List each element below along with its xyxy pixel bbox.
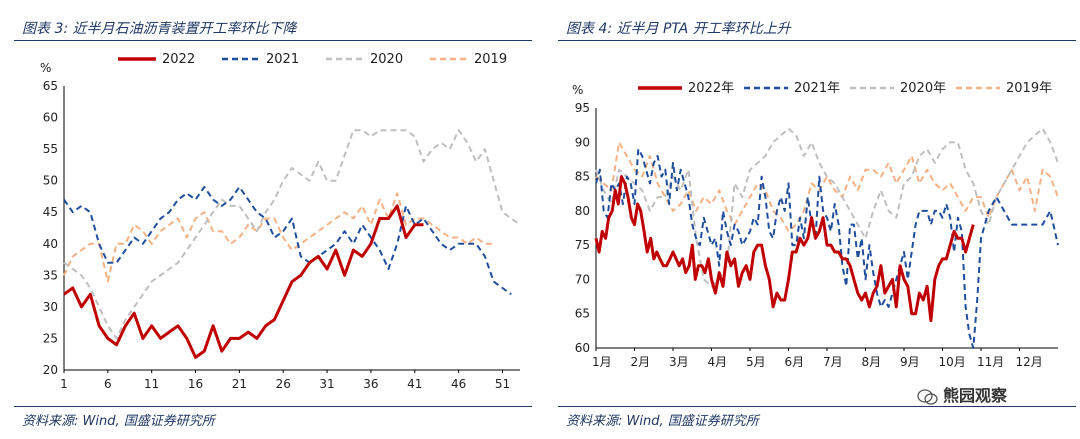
x-tick-label: 1 <box>60 377 68 391</box>
x-tick-label: 46 <box>451 377 466 391</box>
wechat-icon <box>917 388 938 405</box>
series-line-2020年 <box>595 127 1059 288</box>
pta-operating-rate-chart: % 60 65 70 75 80 85 90 95 1月 2月 3月 4月 5月 6月 7月 8月 9月 10月 11… <box>572 81 1059 369</box>
x-tick-label: 12月 <box>1016 355 1043 369</box>
series-line-2022 <box>63 204 424 359</box>
x-tick-label: 10月 <box>939 355 966 369</box>
legend-label: 2022年 <box>688 81 734 96</box>
series-line-2019年 <box>595 141 1059 233</box>
x-tick-label: 6月 <box>785 355 805 369</box>
watermark-text: 熊园观察 <box>943 386 1008 405</box>
y-tick-label: 50 <box>43 174 58 188</box>
x-tick-label: 41 <box>407 377 422 391</box>
x-tick-label: 2月 <box>631 355 651 369</box>
series-line-2021年 <box>595 148 1059 349</box>
chart-source: 资料来源: Wind, 国盛证券研究所 <box>566 414 759 429</box>
x-tick-label: 9月 <box>900 355 920 369</box>
legend-label: 2021 <box>266 52 299 67</box>
x-tick-label: 16 <box>188 377 203 391</box>
y-tick-label: 40 <box>43 237 58 251</box>
y-tick-label: 35 <box>43 268 58 282</box>
y-tick-label: 65 <box>43 79 58 93</box>
chart-source: 资料来源: Wind, 国盛证券研究所 <box>22 414 215 429</box>
y-tick-label: 30 <box>43 300 58 314</box>
x-tick-label: 8月 <box>862 355 882 369</box>
y-tick-label: 45 <box>43 205 58 219</box>
source-rule <box>14 406 532 407</box>
chart-title: 图表 4: 近半月 PTA 开工率环比上升 <box>566 21 791 37</box>
chart-panel-left: 图表 3: 近半月石油沥青装置开工率环比下降 % 20 25 30 35 40 45 50 55… <box>0 0 536 439</box>
x-tick-label: 31 <box>319 377 334 391</box>
y-tick-label: 90 <box>575 135 590 149</box>
y-tick-label: 55 <box>43 142 58 156</box>
x-tick-label: 7月 <box>823 355 843 369</box>
legend-label: 2021年 <box>794 81 840 96</box>
legend-label: 2020年 <box>900 81 946 96</box>
x-tick-label: 11月 <box>977 355 1004 369</box>
series-line-2022年 <box>594 175 975 323</box>
y-tick-label: 75 <box>575 238 590 252</box>
legend-label: 2020 <box>370 52 403 67</box>
series-line-2021 <box>63 186 512 296</box>
x-tick-label: 4月 <box>708 355 728 369</box>
y-tick-label: 80 <box>575 204 590 218</box>
watermark: 熊园观察 <box>917 382 1007 406</box>
y-tick-label: 65 <box>575 307 590 321</box>
x-tick-label: 6 <box>104 377 112 391</box>
x-tick-label: 5月 <box>746 355 766 369</box>
x-tick-label: 21 <box>232 377 247 391</box>
source-rule <box>558 406 1076 407</box>
legend-label: 2019年 <box>1006 81 1052 96</box>
x-tick-label: 26 <box>276 377 291 391</box>
legend-label: 2022 <box>162 52 195 67</box>
title-rule <box>558 40 1076 41</box>
x-tick-label: 11 <box>144 377 159 391</box>
unit-label: % <box>572 83 583 97</box>
y-tick-label: 20 <box>43 363 58 377</box>
x-tick-label: 3月 <box>669 355 689 369</box>
y-tick-label: 95 <box>575 101 590 115</box>
series-line-2019 <box>63 192 494 283</box>
y-tick-label: 60 <box>575 341 590 355</box>
y-tick-label: 60 <box>43 111 58 125</box>
y-tick-label: 85 <box>575 170 590 184</box>
unit-label: % <box>40 61 51 75</box>
x-tick-label: 51 <box>495 377 510 391</box>
x-tick-label: 36 <box>363 377 378 391</box>
chart-panel-right: 图表 4: 近半月 PTA 开工率环比上升 % 60 65 70 75 80 85 90 95 1… <box>544 0 1080 439</box>
legend-label: 2019 <box>474 52 507 67</box>
y-tick-label: 25 <box>43 331 58 345</box>
x-tick-label: 1月 <box>592 355 612 369</box>
title-rule <box>14 40 532 41</box>
y-tick-label: 70 <box>575 272 590 286</box>
series-line-2020 <box>63 129 521 340</box>
chart-title: 图表 3: 近半月石油沥青装置开工率环比下降 <box>22 21 297 37</box>
